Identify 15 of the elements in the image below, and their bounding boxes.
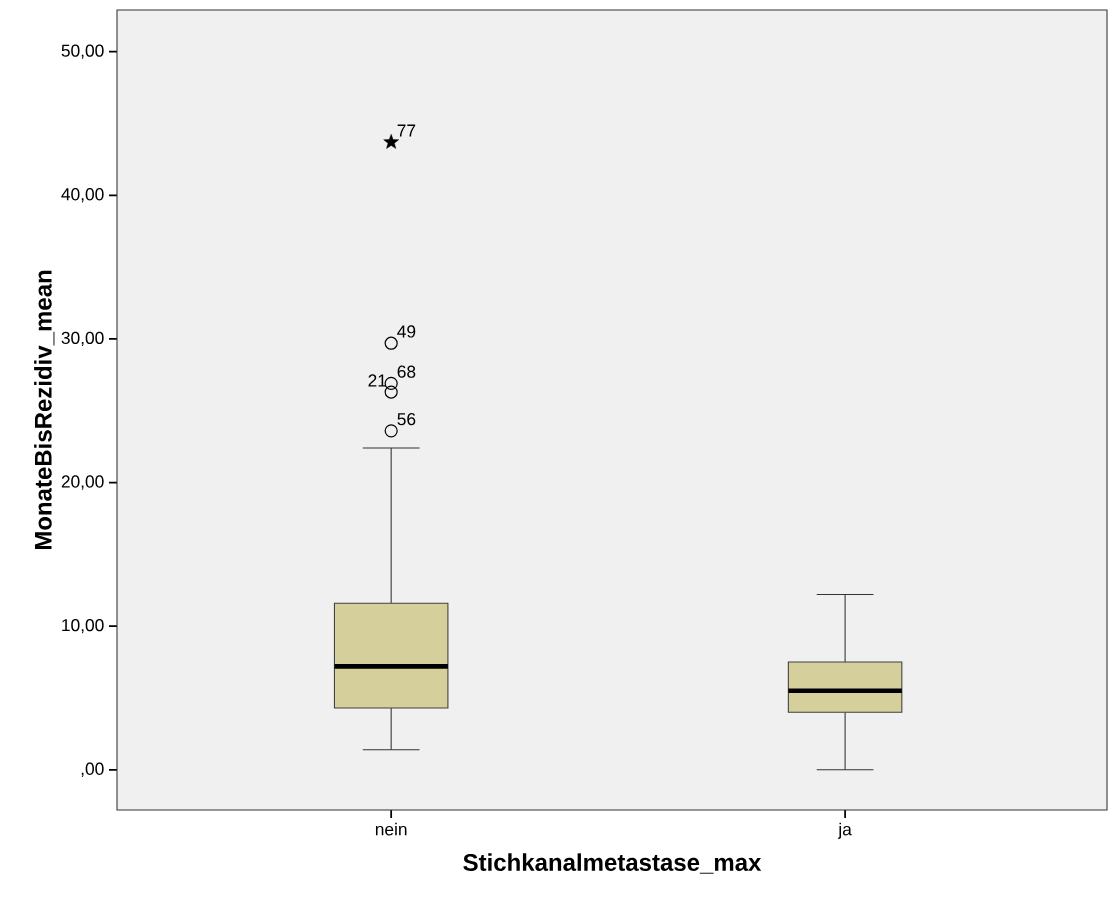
y-tick-label: 30,00 [61, 331, 104, 347]
annotation: 77 [397, 124, 416, 137]
y-tick-label: 20,00 [61, 475, 104, 490]
y-tick-label: ,00 [81, 762, 104, 777]
x-tick-label: nein [375, 822, 407, 836]
y-tick-label: 10,00 [62, 618, 104, 634]
x-tick-label: ja [837, 822, 852, 839]
annotation: 49 [397, 325, 416, 338]
annotation: 68 [397, 365, 416, 378]
y-tick-label: 50,00 [61, 44, 104, 59]
annotation: 21 [368, 374, 387, 387]
y-tick-label: 40,00 [61, 188, 104, 203]
y-axis-title: MonateBisRezidiv_mean [34, 270, 55, 550]
x-axis-title: Stichkanalmetastase_max [463, 853, 762, 874]
annotation: 56 [397, 412, 416, 426]
